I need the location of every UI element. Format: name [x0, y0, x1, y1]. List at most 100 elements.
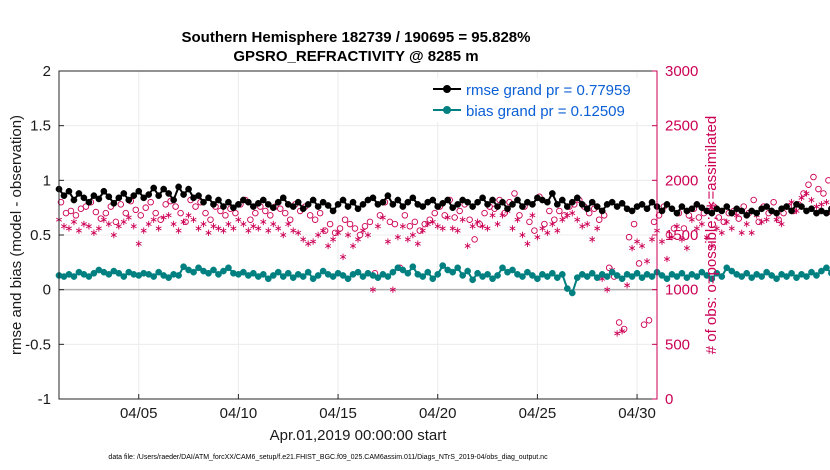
obs-assimilated-marker-2 [65, 225, 72, 232]
bias-marker-89 [499, 264, 506, 272]
bias-marker-113 [618, 275, 626, 283]
obs-assimilated-marker-110 [604, 286, 611, 293]
bias-marker-57 [339, 272, 347, 279]
bias-marker-108 [593, 274, 601, 281]
obs-possible-marker-98 [546, 207, 553, 215]
obs-assimilated-marker-25 [180, 218, 187, 226]
obs-assimilated-marker-116 [634, 238, 641, 245]
obs-possible-marker-58 [346, 220, 354, 228]
obs-assimilated-marker-29 [200, 220, 207, 228]
rmse-marker-149 [798, 203, 805, 210]
rmse-marker-117 [638, 201, 646, 208]
rmse-marker-78 [444, 196, 452, 204]
bias-marker-80 [454, 264, 462, 272]
bias-marker-79 [449, 268, 457, 276]
obs-assimilated-marker-89 [499, 212, 506, 219]
bias-marker-27 [190, 268, 197, 276]
obs-assimilated-marker-137 [738, 229, 745, 237]
obs-possible-marker-21 [162, 201, 169, 208]
obs-assimilated-marker-125 [678, 236, 685, 243]
obs-assimilated-marker-106 [584, 220, 591, 228]
bias-marker-142 [763, 268, 770, 276]
bias-marker-101 [558, 271, 566, 278]
rmse-bias-layer [55, 183, 830, 297]
obs-assimilated-marker-24 [175, 227, 182, 234]
obs-assimilated-marker-27 [190, 216, 197, 223]
rmse-marker-16 [135, 187, 143, 195]
obs-assimilated-marker-61 [359, 227, 366, 234]
rmse-marker-17 [140, 194, 148, 202]
obs-assimilated-marker-43 [270, 220, 277, 228]
obs-assimilated-marker-48 [295, 229, 302, 237]
bias-marker-81 [459, 272, 466, 279]
rmse-marker-76 [434, 203, 442, 210]
rmse-marker-87 [489, 196, 496, 204]
rmse-marker-67 [389, 201, 397, 208]
obs-assimilated-marker-115 [629, 244, 636, 252]
obs-assimilated-marker-57 [340, 253, 347, 261]
obs-assimilated-marker-141 [758, 218, 765, 226]
obs-assimilated-marker-97 [539, 225, 546, 232]
bias-marker-137 [738, 273, 746, 280]
rmse-marker-41 [259, 196, 267, 204]
obs-assimilated-marker-94 [524, 240, 531, 247]
obs-assimilated-marker-63 [369, 286, 376, 293]
obs-assimilated-marker-139 [748, 229, 755, 237]
obs-assimilated-marker-52 [315, 231, 322, 239]
rmse-marker-146 [783, 203, 790, 210]
bias-marker-130 [703, 272, 711, 279]
bias-marker-103 [568, 289, 576, 297]
right-tick-label-2: 1000 [665, 282, 698, 299]
obs-possible-marker-83 [471, 236, 478, 243]
obs-assimilated-marker-60 [355, 236, 361, 243]
obs-assimilated-marker-74 [424, 220, 431, 228]
rmse-marker-71 [409, 194, 417, 202]
obs-assimilated-marker-113 [619, 328, 626, 335]
rmse-marker-93 [519, 203, 526, 210]
obs-assimilated-marker-10 [105, 220, 112, 228]
obs-assimilated-marker-87 [489, 212, 496, 219]
obs-possible-marker-27 [192, 203, 199, 210]
left-axis-ticks: -1 -0.5 0 0.5 1 1.5 2 [25, 63, 64, 408]
rmse-marker-5 [80, 194, 88, 202]
legend-box [428, 78, 652, 122]
bias-marker-116 [633, 269, 641, 277]
bias-marker-61 [359, 273, 367, 280]
rmse-marker-66 [384, 192, 392, 199]
bias-marker-55 [329, 273, 337, 280]
rmse-marker-142 [763, 203, 770, 210]
rmse-marker-13 [120, 190, 128, 197]
obs-assimilated-marker-11 [110, 231, 117, 239]
bias-marker-134 [723, 264, 731, 272]
rmse-marker-51 [309, 196, 317, 204]
obs-assimilated-marker-8 [95, 225, 102, 232]
obs-assimilated-marker-95 [529, 212, 536, 219]
obs-assimilated-marker-36 [235, 216, 242, 223]
obs-assimilated-marker-127 [688, 216, 695, 223]
rmse-marker-42 [264, 201, 272, 208]
bias-marker-32 [215, 271, 222, 278]
rmse-marker-137 [738, 207, 746, 215]
bias-marker-47 [289, 274, 297, 281]
obs-assimilated-marker-76 [434, 223, 441, 230]
rmse-marker-113 [618, 199, 626, 207]
rmse-marker-35 [230, 204, 237, 212]
bias-marker-66 [384, 273, 392, 280]
obs-assimilated-marker-15 [130, 223, 137, 230]
rmse-marker-2 [65, 187, 73, 195]
bias-marker-102 [563, 285, 571, 292]
rmse-marker-33 [220, 203, 227, 210]
bias-marker-143 [768, 272, 775, 279]
obs-assimilated-marker-51 [310, 238, 317, 245]
right-tick-label-0: 0 [665, 391, 673, 408]
bias-marker-53 [319, 267, 327, 275]
rmse-marker-111 [608, 198, 616, 206]
rmse-marker-134 [723, 203, 731, 210]
obs-possible-marker-18 [147, 198, 154, 206]
obs-possible-marker-23 [172, 203, 179, 210]
chart-title-line1: Southern Hemisphere 182739 / 190695 = 95… [182, 29, 531, 46]
rmse-marker-52 [314, 203, 322, 210]
legend: rmse grand pr = 0.77959 bias grand pr = … [428, 78, 652, 122]
obs-possible-marker-152 [815, 185, 822, 193]
bias-marker-124 [673, 273, 681, 280]
